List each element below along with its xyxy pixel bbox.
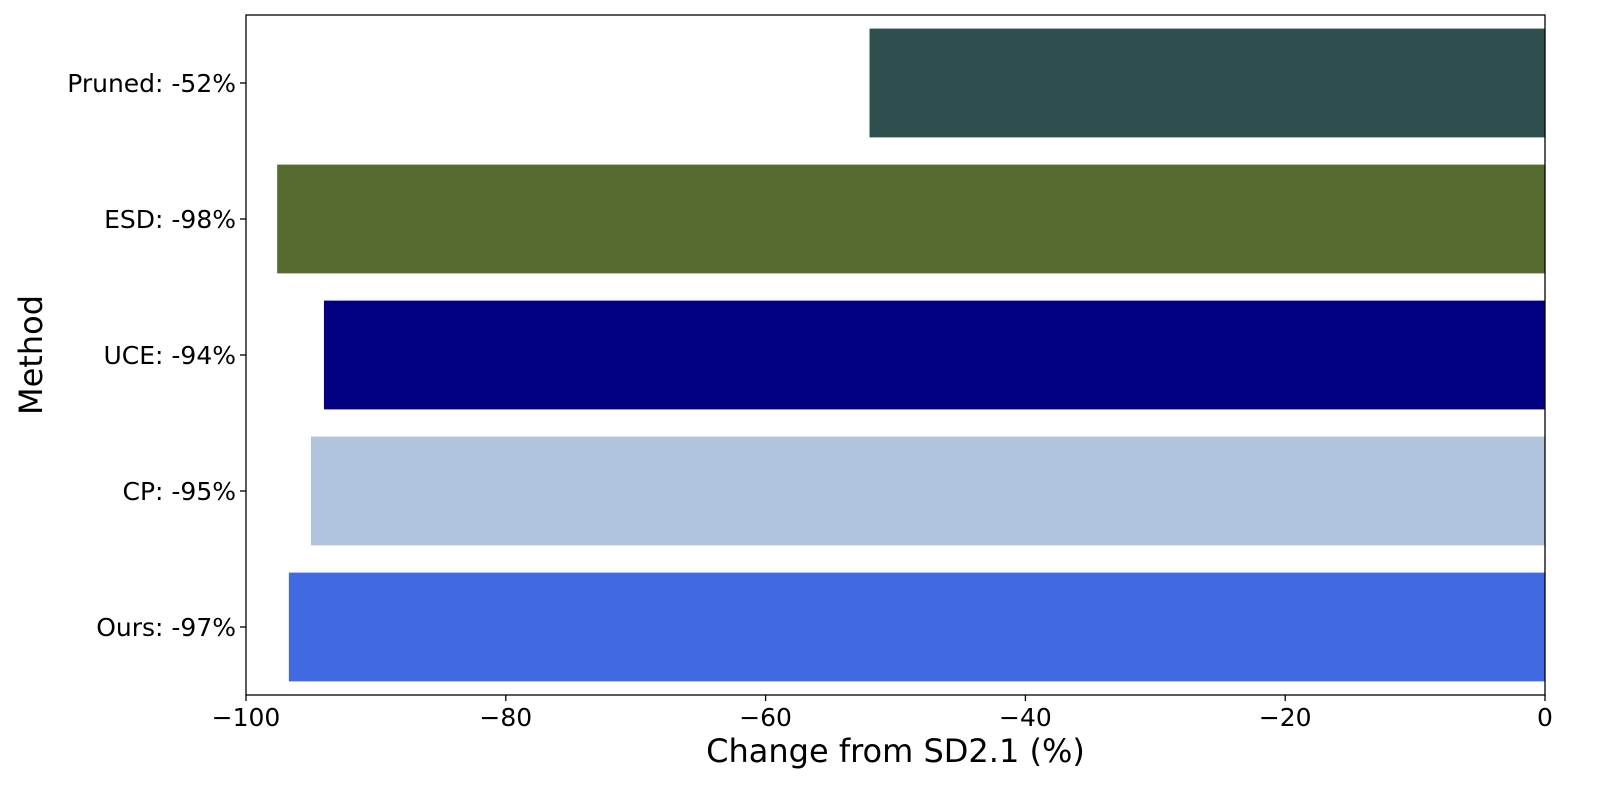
bar-uce [323,300,1546,410]
bar-ours [288,572,1546,682]
y-axis-title: Method [12,295,50,415]
x-tick-label: 0 [1537,703,1553,732]
bar-esd [277,164,1545,274]
y-tick-label: UCE: -94% [103,341,236,370]
y-tick-label: ESD: -98% [104,205,236,234]
x-tick-label: −20 [1259,703,1312,732]
bar-cp [310,436,1546,546]
bars-group [277,28,1546,682]
y-tick-label: Ours: -97% [96,613,236,642]
x-axis-title: Change from SD2.1 (%) [706,732,1085,770]
x-axis-ticks: −100 −80 −60 −40 −20 0 [212,695,1553,732]
y-tick-label: CP: -95% [123,477,237,506]
x-tick-label: −100 [212,703,281,732]
y-tick-label: Pruned: -52% [67,69,236,98]
x-tick-label: −40 [999,703,1052,732]
x-tick-label: −60 [739,703,792,732]
y-axis-ticks: Pruned: -52% ESD: -98% UCE: -94% CP: -95% Ou… [67,69,246,642]
x-tick-label: −80 [479,703,532,732]
bar-pruned [869,28,1545,138]
